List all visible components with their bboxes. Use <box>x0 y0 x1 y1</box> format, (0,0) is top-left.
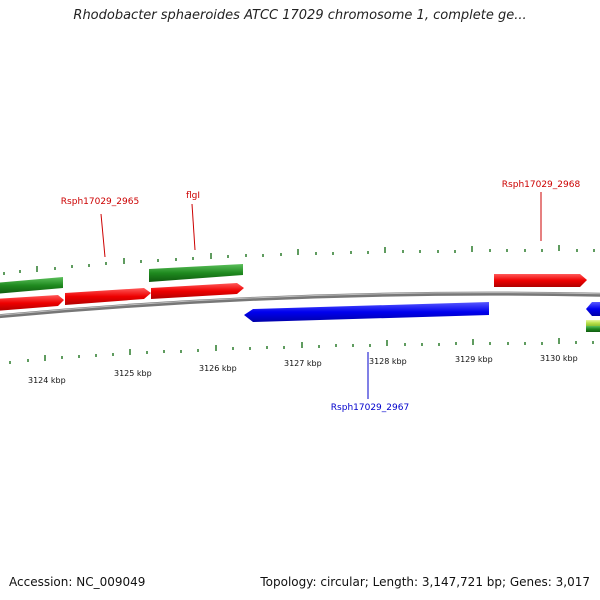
tick-label: 3127 kbp <box>284 359 322 368</box>
chromosome-backbone <box>0 291 600 319</box>
gene-reverse[interactable] <box>244 302 489 322</box>
feature-lime[interactable] <box>586 320 600 326</box>
map-title: Rhodobacter sphaeroides ATCC 17029 chrom… <box>73 8 527 23</box>
gene-reverse[interactable] <box>586 302 600 316</box>
tick-label: 3126 kbp <box>199 364 237 373</box>
accession-text: Accession: NC_009049 <box>9 575 146 589</box>
tick-label: 3130 kbp <box>540 354 578 363</box>
gene-forward[interactable] <box>0 295 64 311</box>
genome-summary-text: Topology: circular; Length: 3,147,721 bp… <box>260 575 590 589</box>
chromosome-backbone-highlight <box>0 292 600 316</box>
tick-label: 3125 kbp <box>114 369 152 378</box>
label-leader-line <box>191 203 196 251</box>
feature-green[interactable] <box>149 264 243 282</box>
feature-green[interactable] <box>0 277 63 294</box>
tick-label: 3124 kbp <box>28 376 66 385</box>
gene-forward[interactable] <box>65 288 151 305</box>
gene-forward[interactable] <box>151 283 244 299</box>
inner-tick-ring <box>9 338 594 364</box>
gene-label-reverse[interactable]: Rsph17029_2967 <box>331 403 409 413</box>
tick-label: 3128 kbp <box>369 357 407 366</box>
gene-label-forward[interactable]: Rsph17029_2965 <box>61 197 139 207</box>
gene-label-forward[interactable]: flgI <box>186 191 200 201</box>
gene-forward[interactable] <box>494 274 587 287</box>
tick-label: 3129 kbp <box>455 355 493 364</box>
gene-label-forward[interactable]: Rsph17029_2968 <box>502 180 581 190</box>
feature-green[interactable] <box>586 326 600 332</box>
outer-tick-ring <box>3 245 595 275</box>
label-leader-line <box>100 213 106 258</box>
